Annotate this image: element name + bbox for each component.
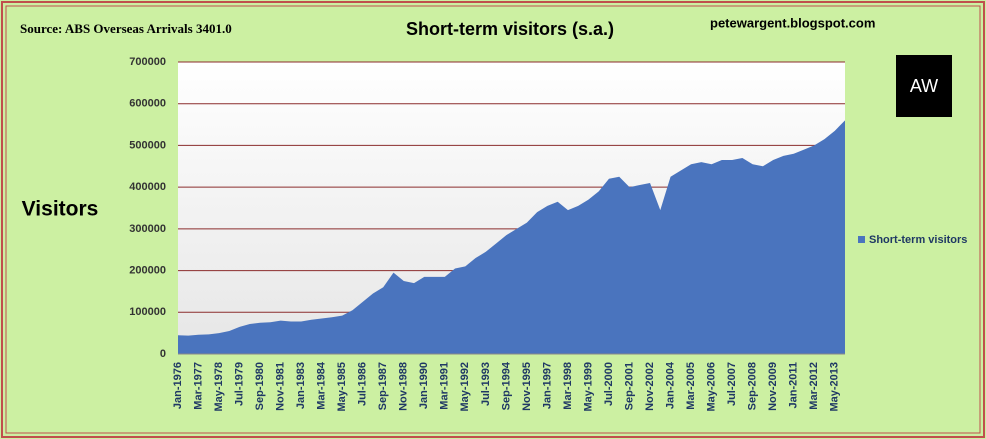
x-tick-label: May-2013 [829,362,841,412]
x-tick-label: May-1992 [459,362,471,412]
x-tick-label: Jul-1986 [357,362,369,406]
x-tick-label: Jan-1997 [541,362,553,409]
x-tick-label: Jul-2000 [603,362,615,406]
x-tick-label: Jan-1976 [172,362,184,409]
x-tick-label: Nov-2009 [767,362,779,411]
x-tick-label: Mar-2012 [808,362,820,410]
logo: AW [910,76,938,96]
y-axis-label: Visitors [22,198,99,221]
x-tick-label: Jan-2011 [788,362,800,408]
chart-title: Short-term visitors (s.a.) [406,19,614,39]
x-tick-label: Jan-1983 [295,362,307,409]
x-tick-label: Nov-1995 [521,362,533,411]
y-tick-label: 500000 [129,139,166,151]
y-tick-label: 600000 [129,98,166,110]
y-tick-label: 700000 [129,56,166,68]
x-tick-label: Jan-1990 [418,362,430,409]
y-tick-label: 400000 [129,181,166,193]
x-tick-label: Nov-2002 [644,362,656,411]
x-tick-label: Jul-1993 [480,362,492,406]
y-tick-label: 300000 [129,223,166,235]
source: Source: ABS Overseas Arrivals 3401.0 [20,21,232,36]
x-tick-label: Mar-1991 [439,362,451,410]
y-tick-label: 100000 [129,306,166,318]
x-tick-label: Sep-1987 [377,362,389,410]
x-tick-label: May-1985 [336,362,348,412]
x-tick-label: Mar-1984 [316,361,328,410]
legend-label: Short-term visitors [869,234,967,246]
border-inner [5,5,981,434]
x-tick-label: Jul-2007 [726,362,738,406]
x-tick-label: Mar-1998 [562,362,574,410]
logo-box [896,55,952,117]
x-tick-label: Sep-1980 [254,362,266,410]
credit: petewargent.blogspot.com [710,15,875,30]
x-tick-label: Nov-1988 [398,362,410,411]
x-tick-label: Nov-1981 [275,362,287,411]
y-tick-label: 0 [160,348,166,360]
x-tick-label: May-1978 [213,362,225,412]
x-tick-label: Sep-2008 [747,362,759,410]
legend-swatch [858,236,865,243]
x-tick-label: Jul-1979 [233,362,245,406]
x-tick-label: Sep-2001 [623,362,635,410]
x-tick-label: May-1999 [582,362,594,412]
area [178,120,845,355]
y-tick-label: 200000 [129,264,166,276]
x-tick-label: May-2006 [706,362,718,412]
x-tick-label: Mar-2005 [685,362,697,410]
x-tick-label: Jan-2004 [664,361,676,409]
x-tick-label: Sep-1994 [500,361,512,410]
x-tick-label: Mar-1977 [192,362,204,410]
